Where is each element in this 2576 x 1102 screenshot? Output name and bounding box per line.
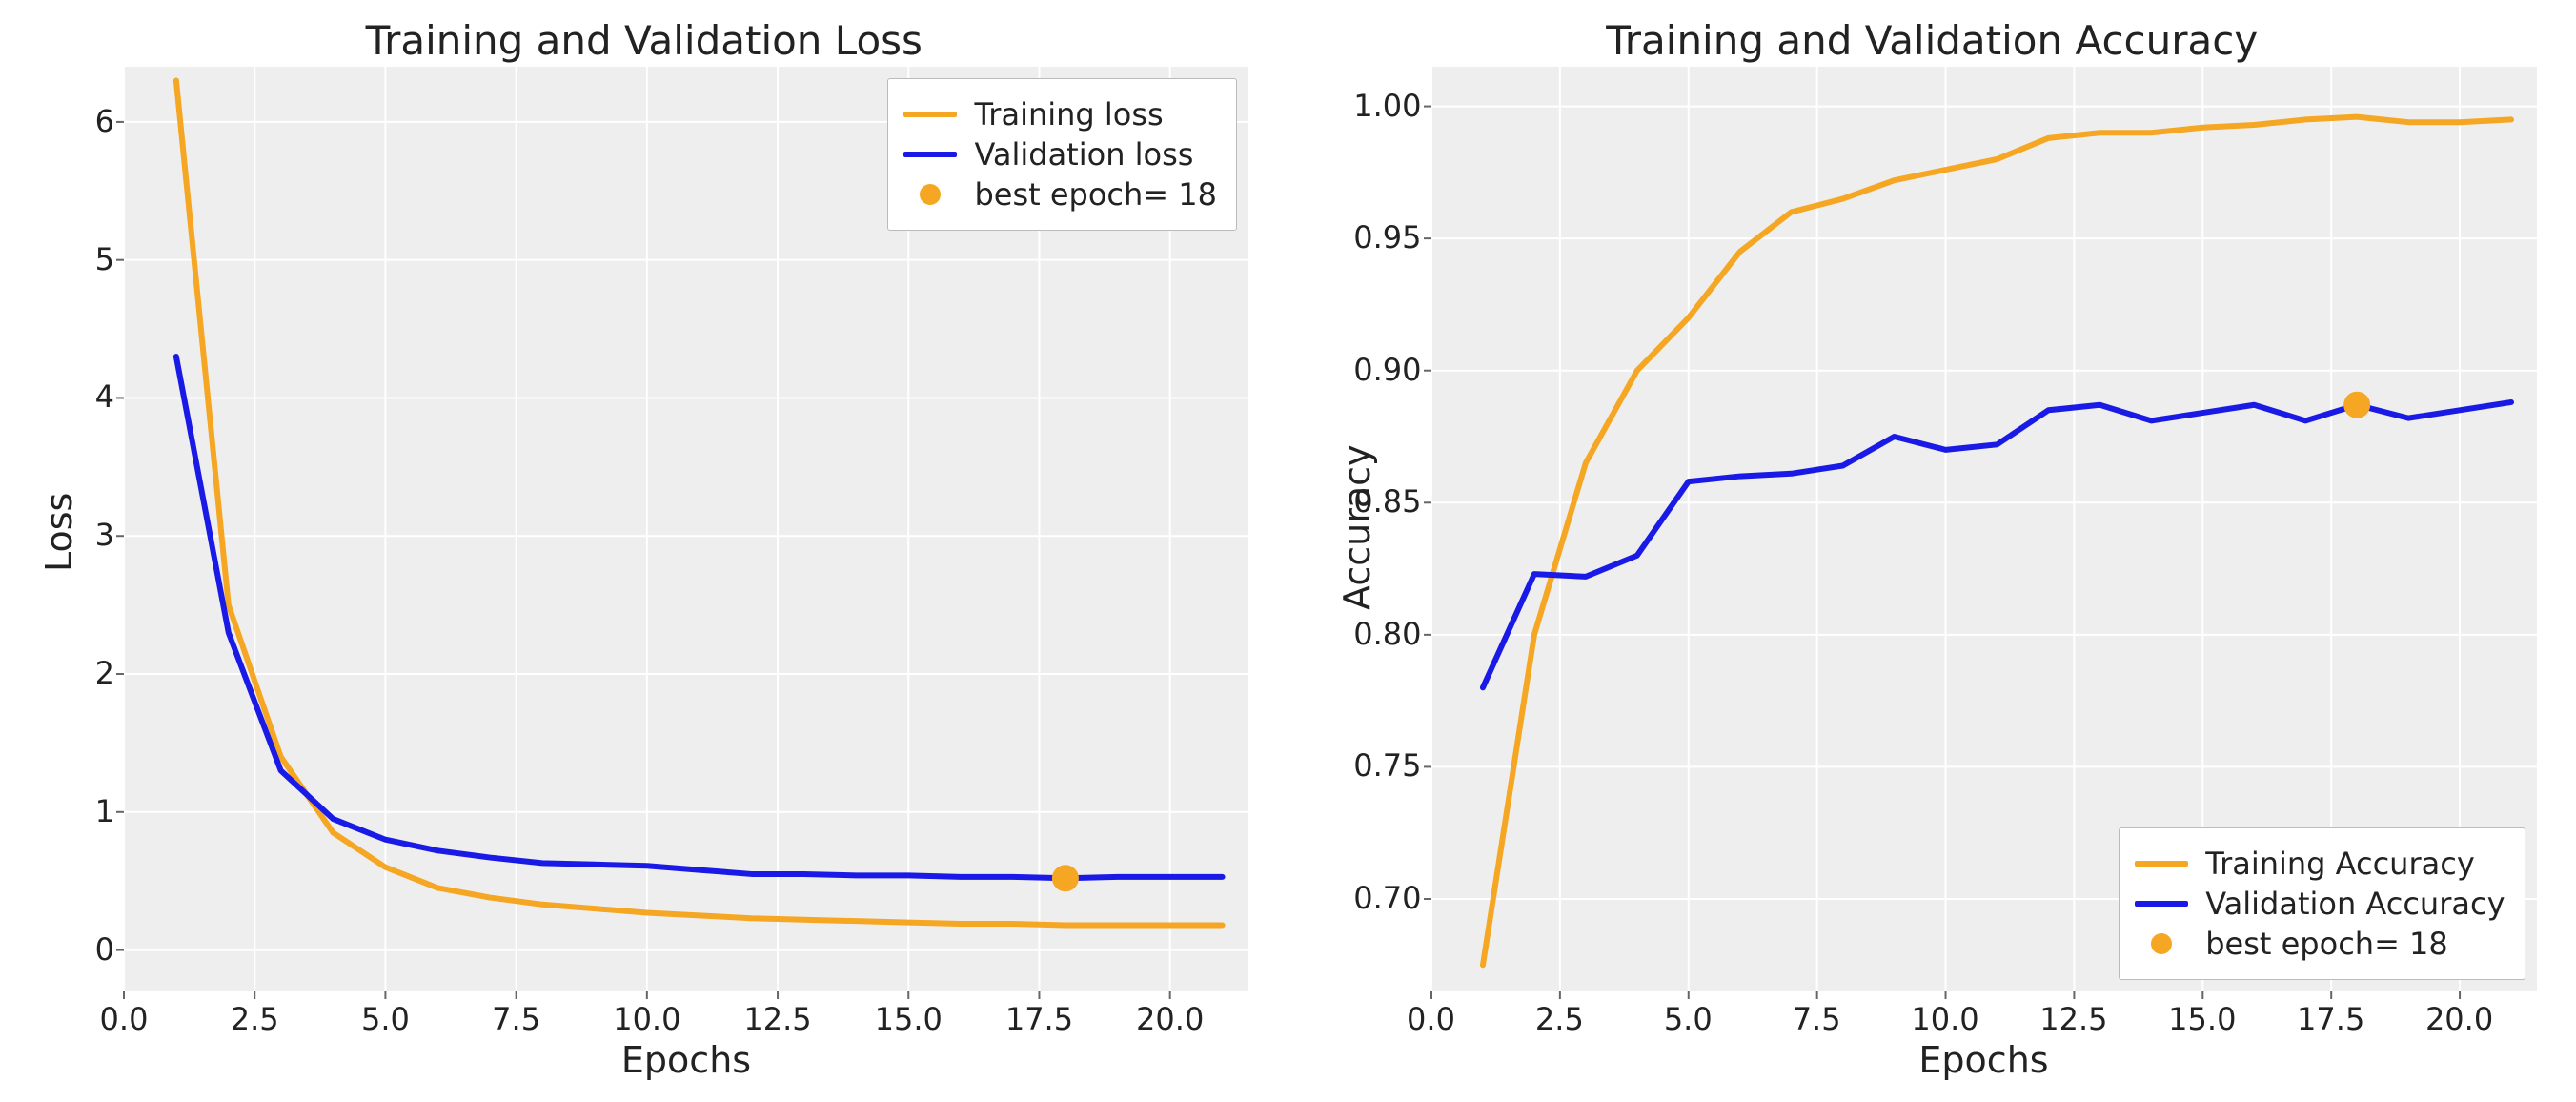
series-line [176, 357, 1223, 878]
legend-item: best epoch= 18 [2135, 926, 2505, 962]
xtick-label: 15.0 [870, 1001, 946, 1037]
acc-legend: Training Accuracy Validation Accuracy best… [2119, 827, 2525, 980]
xtick-label: 5.0 [1650, 1001, 1726, 1037]
loss-title: Training and Validation Loss [0, 17, 1288, 64]
legend-item: best epoch= 18 [903, 176, 1217, 213]
legend-line-icon [903, 112, 957, 117]
loss-ylabel: Loss [38, 493, 80, 572]
ytick-label: 6 [38, 103, 114, 139]
loss-panel: Training and Validation Loss Training lo… [0, 0, 1288, 1102]
legend-label: Validation Accuracy [2205, 886, 2505, 922]
xtick-label: 10.0 [1907, 1001, 1983, 1037]
xtick-label: 7.5 [478, 1001, 555, 1037]
acc-title: Training and Validation Accuracy [1288, 17, 2576, 64]
legend-dot-icon [920, 184, 941, 205]
legend-label: Validation loss [974, 136, 1193, 173]
legend-item: Validation Accuracy [2135, 886, 2505, 922]
ytick-label: 0.90 [1346, 352, 1422, 388]
acc-ylabel: Accuracy [1336, 445, 1378, 611]
ytick-label: 4 [38, 378, 114, 415]
acc-xlabel: Epochs [1431, 1039, 2537, 1081]
xtick-label: 17.5 [1001, 1001, 1077, 1037]
xtick-label: 17.5 [2293, 1001, 2369, 1037]
legend-line-icon [2135, 861, 2188, 867]
xtick-label: 0.0 [86, 1001, 162, 1037]
series-line [1482, 402, 2510, 687]
loss-plot-area: Training lossValidation lossbest epoch= … [124, 67, 1248, 991]
legend-line-icon [2135, 901, 2188, 907]
legend-label: Training Accuracy [2205, 846, 2475, 882]
ytick-label: 5 [38, 241, 114, 277]
xtick-label: 12.5 [2036, 1001, 2112, 1037]
acc-plot-area: Training Accuracy Validation Accuracy best… [1431, 67, 2537, 991]
loss-legend: Training lossValidation lossbest epoch= … [887, 78, 1237, 231]
legend-dot-icon [2151, 933, 2172, 954]
legend-item: Training loss [903, 96, 1217, 133]
ytick-label: 0.80 [1346, 616, 1422, 652]
xtick-label: 5.0 [347, 1001, 423, 1037]
xtick-label: 20.0 [1132, 1001, 1208, 1037]
legend-item: Training Accuracy [2135, 846, 2505, 882]
legend-label: Training loss [974, 96, 1163, 133]
ytick-label: 0.95 [1346, 219, 1422, 255]
xtick-label: 7.5 [1778, 1001, 1855, 1037]
ytick-label: 1 [38, 793, 114, 829]
legend-item: Validation loss [903, 136, 1217, 173]
xtick-label: 10.0 [609, 1001, 685, 1037]
figure: Training and Validation Loss Training lo… [0, 0, 2576, 1102]
legend-line-icon [903, 152, 957, 157]
ytick-label: 1.00 [1346, 88, 1422, 124]
loss-xlabel: Epochs [124, 1039, 1248, 1081]
xtick-label: 2.5 [216, 1001, 293, 1037]
ytick-label: 0 [38, 931, 114, 968]
xtick-label: 12.5 [740, 1001, 816, 1037]
best-epoch-marker [2343, 392, 2370, 418]
ytick-label: 2 [38, 655, 114, 691]
legend-label: best epoch= 18 [2205, 926, 2448, 962]
legend-label: best epoch= 18 [974, 176, 1217, 213]
xtick-label: 20.0 [2422, 1001, 2498, 1037]
xtick-label: 0.0 [1393, 1001, 1470, 1037]
ytick-label: 0.70 [1346, 880, 1422, 916]
xtick-label: 2.5 [1521, 1001, 1597, 1037]
ytick-label: 0.75 [1346, 747, 1422, 784]
acc-panel: Training and Validation Accuracy Trainin… [1288, 0, 2576, 1102]
xtick-label: 15.0 [2164, 1001, 2241, 1037]
best-epoch-marker [1052, 865, 1079, 891]
